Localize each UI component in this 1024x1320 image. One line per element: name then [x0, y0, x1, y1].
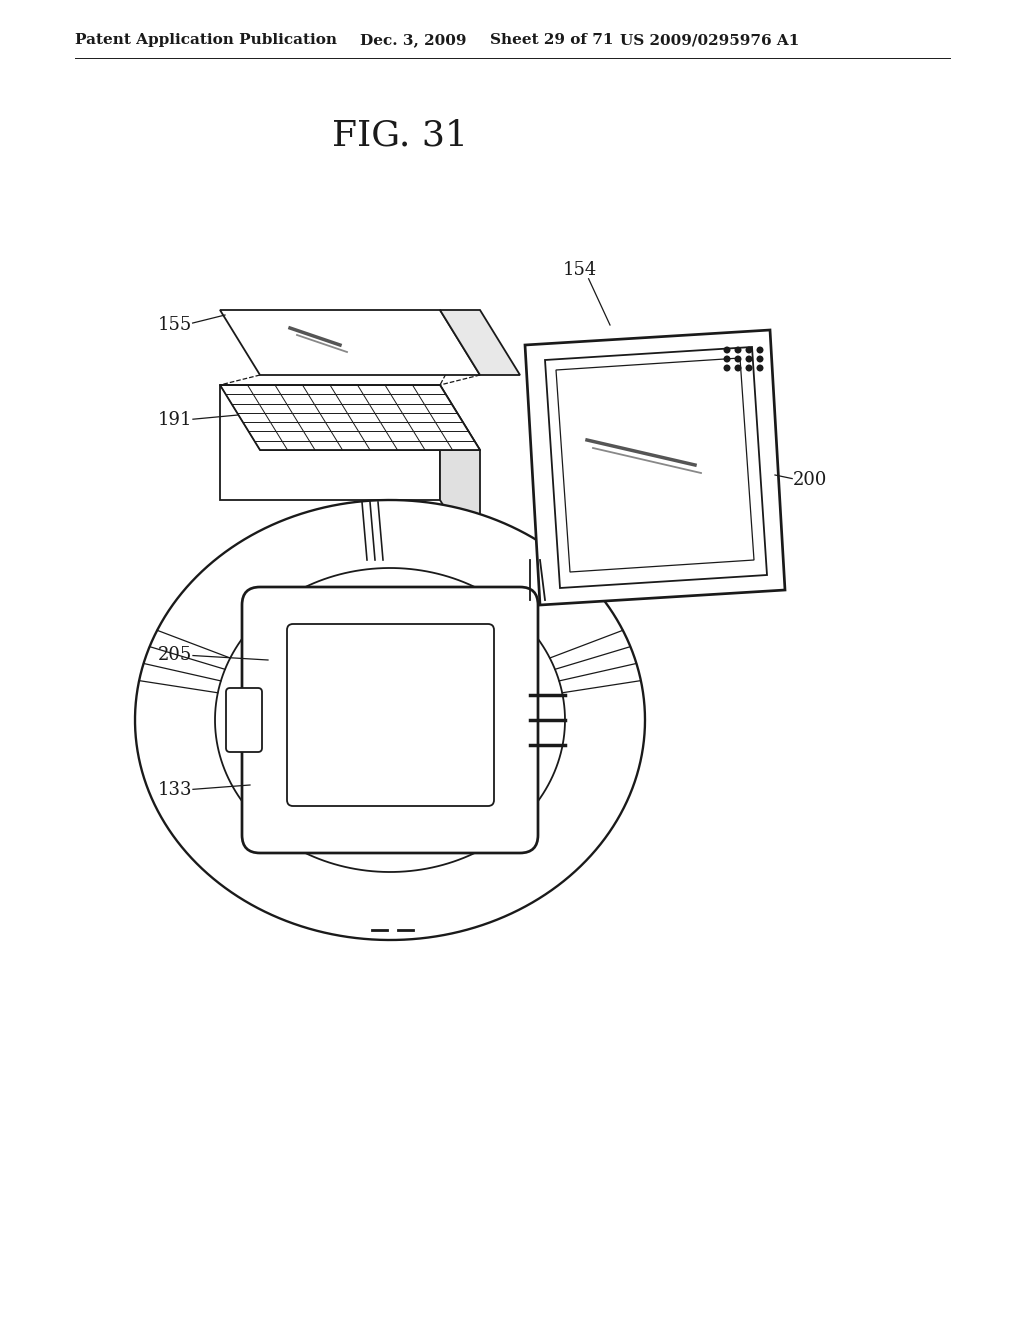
- Circle shape: [734, 364, 741, 371]
- Text: Patent Application Publication: Patent Application Publication: [75, 33, 337, 48]
- Text: FIG. 31: FIG. 31: [332, 117, 468, 152]
- Circle shape: [724, 346, 730, 354]
- Polygon shape: [545, 347, 767, 587]
- Circle shape: [745, 364, 753, 371]
- FancyBboxPatch shape: [242, 587, 538, 853]
- Circle shape: [734, 355, 741, 363]
- Polygon shape: [220, 310, 480, 375]
- Polygon shape: [215, 568, 565, 873]
- Polygon shape: [556, 358, 754, 572]
- Circle shape: [745, 355, 753, 363]
- FancyBboxPatch shape: [287, 624, 494, 807]
- Circle shape: [757, 364, 764, 371]
- Circle shape: [757, 355, 764, 363]
- Text: 200: 200: [793, 471, 827, 488]
- Text: US 2009/0295976 A1: US 2009/0295976 A1: [620, 33, 800, 48]
- Text: 154: 154: [563, 261, 597, 279]
- Polygon shape: [135, 500, 645, 940]
- Text: 133: 133: [158, 781, 193, 799]
- Circle shape: [745, 346, 753, 354]
- Polygon shape: [220, 385, 480, 450]
- Polygon shape: [440, 385, 480, 565]
- Circle shape: [724, 355, 730, 363]
- Text: 205: 205: [158, 645, 193, 664]
- Circle shape: [724, 364, 730, 371]
- Text: 191: 191: [158, 411, 193, 429]
- Text: Dec. 3, 2009: Dec. 3, 2009: [360, 33, 467, 48]
- Circle shape: [757, 346, 764, 354]
- Circle shape: [734, 346, 741, 354]
- Text: 155: 155: [158, 315, 193, 334]
- Polygon shape: [220, 385, 440, 500]
- Text: Sheet 29 of 71: Sheet 29 of 71: [490, 33, 613, 48]
- FancyBboxPatch shape: [226, 688, 262, 752]
- Polygon shape: [525, 330, 785, 605]
- Polygon shape: [440, 310, 520, 375]
